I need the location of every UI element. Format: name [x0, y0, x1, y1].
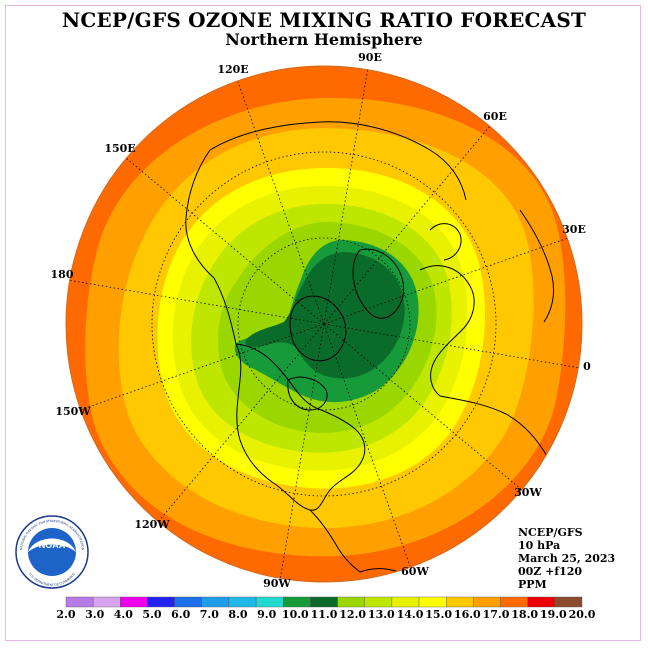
lon-label-150E: 150E [104, 142, 135, 155]
colorbar-swatch [201, 596, 230, 608]
colorbar-swatches [65, 596, 583, 608]
meridian-90E [323, 67, 369, 325]
meridian-90W [279, 323, 325, 581]
info-block: NCEP/GFS 10 hPa March 25, 2023 00Z +f120… [518, 526, 615, 591]
latitude-circles [151, 151, 497, 497]
coastline-asia-east [185, 149, 215, 279]
colorbar-tick-label: 10.0 [282, 608, 309, 621]
info-date: March 25, 2023 [518, 552, 616, 565]
coastline-india-arabia [519, 209, 555, 323]
meridian-60W [323, 323, 411, 567]
colorbar-tick-label: 3.0 [85, 608, 104, 621]
colorbar-swatch [283, 596, 311, 608]
colorbar-tick-label: 5.0 [142, 608, 161, 621]
colorbar-tick-label: 18.0 [511, 608, 538, 621]
coastline-europe [419, 265, 475, 397]
colorbar-labels: 2.0 3.0 4.0 5.0 6.0 7.0 8.0 9.0 10.0 11.0 12.0 13.0… [56, 608, 595, 621]
colorbar-swatch [65, 596, 94, 608]
colorbar-swatch [255, 596, 284, 608]
lon-label-120W: 120W [134, 518, 170, 531]
lon-label-60E: 60E [483, 110, 507, 123]
info-model: NCEP/GFS [518, 526, 583, 539]
colorbar-swatch [500, 596, 528, 608]
colorbar-swatch [92, 596, 121, 608]
meridian-180 [67, 279, 325, 325]
meridian-30E [323, 237, 569, 325]
lon-label-150W: 150W [55, 405, 91, 418]
coastline-north-america [235, 343, 366, 511]
colorbar-swatch [391, 596, 420, 608]
colorbar-tick-label: 11.0 [311, 608, 338, 621]
meridian-120W [157, 323, 325, 523]
colorbar-tick-label: 17.0 [483, 608, 510, 621]
lon-label-30W: 30W [514, 486, 542, 499]
meridian-120E [237, 81, 325, 325]
info-run: 00Z +f120 [518, 565, 583, 578]
lon-label-120E: 120E [217, 63, 248, 76]
colorbar-swatch [364, 596, 393, 608]
colorbar-tick-label: 9.0 [257, 608, 276, 621]
lon-label-60W: 60W [401, 565, 429, 578]
coastline-central-america [309, 509, 361, 573]
colorbar-tick-label: 16.0 [454, 608, 481, 621]
meridian-30W [323, 323, 523, 491]
meridians [67, 67, 581, 581]
info-units: PPM [518, 578, 547, 591]
colorbar-swatch [527, 596, 556, 608]
lon-label-90E: 90E [358, 51, 382, 64]
colorbar-swatch [147, 596, 175, 608]
info-level: 10 hPa [518, 539, 561, 552]
globe-outline [65, 65, 583, 583]
colorbar-swatch [228, 596, 257, 608]
latitude-circle-30 [151, 151, 497, 497]
colorbar-tick-label: 13.0 [368, 608, 395, 621]
lon-label-180: 180 [51, 268, 74, 281]
colorbar-swatch [310, 596, 338, 608]
figure-frame [5, 5, 641, 641]
lon-label-90W: 90W [263, 577, 291, 590]
page-title: NCEP/GFS OZONE MIXING RATIO FORECAST [61, 8, 587, 32]
colorbar-tick-label: 19.0 [540, 608, 567, 621]
coastline-greenland [352, 248, 404, 319]
colorbar-swatch [120, 596, 148, 608]
colorbar-tick-label: 12.0 [339, 608, 366, 621]
colorbar-tick-label: 15.0 [425, 608, 452, 621]
meridian-60E [323, 125, 491, 325]
colorbar-tick-label: 14.0 [397, 608, 424, 621]
colorbar-tick-label: 6.0 [171, 608, 190, 621]
coastline-asia-north [209, 121, 467, 201]
coastline-africa [439, 395, 549, 459]
page-subtitle: Northern Hemisphere [225, 30, 423, 49]
meridian-150E [125, 157, 325, 325]
coastline-canadian-arctic [289, 295, 347, 362]
colorbar-tick-label: 8.0 [228, 608, 247, 621]
colorbar-swatch [446, 596, 474, 608]
colorbar-tick-label: 4.0 [114, 608, 133, 621]
colorbar-swatch [174, 596, 202, 608]
lon-label-0: 0 [583, 360, 591, 373]
colorbar-tick-label: 2.0 [56, 608, 75, 621]
coastline-alaska [213, 277, 237, 345]
colorbar-tick-label: 20.0 [569, 608, 596, 621]
coastlines [185, 121, 555, 582]
meridian-150W [79, 323, 325, 411]
lon-label-30E: 30E [562, 223, 586, 236]
noaa-logo: NOAA NATIONAL OCEANIC AND ATMOSPHERIC AD… [15, 515, 89, 589]
coastline-scandinavia [429, 223, 462, 261]
colorbar-tick-label: 7.0 [200, 608, 219, 621]
latitude-circle-60 [237, 237, 411, 411]
logo-bird-shape [28, 538, 76, 552]
colorbar-swatch [473, 596, 501, 608]
colorbar-swatch [554, 596, 583, 608]
colorbar-swatch [418, 596, 447, 608]
logo-lower-disc [28, 552, 76, 566]
colorbar: 2.0 3.0 4.0 5.0 6.0 7.0 8.0 9.0 10.0 11.0 12.0 13.0… [56, 596, 596, 621]
colorbar-swatch [337, 596, 365, 608]
coastline-hudson-bay [287, 376, 328, 411]
longitude-labels: 90E 60E 30E 0 30W 60W 90W 120W 150W 180 … [51, 51, 592, 590]
logo-noaa-text: NOAA [39, 540, 66, 550]
logo-inner-disc [28, 528, 76, 576]
meridian-0 [323, 323, 581, 369]
